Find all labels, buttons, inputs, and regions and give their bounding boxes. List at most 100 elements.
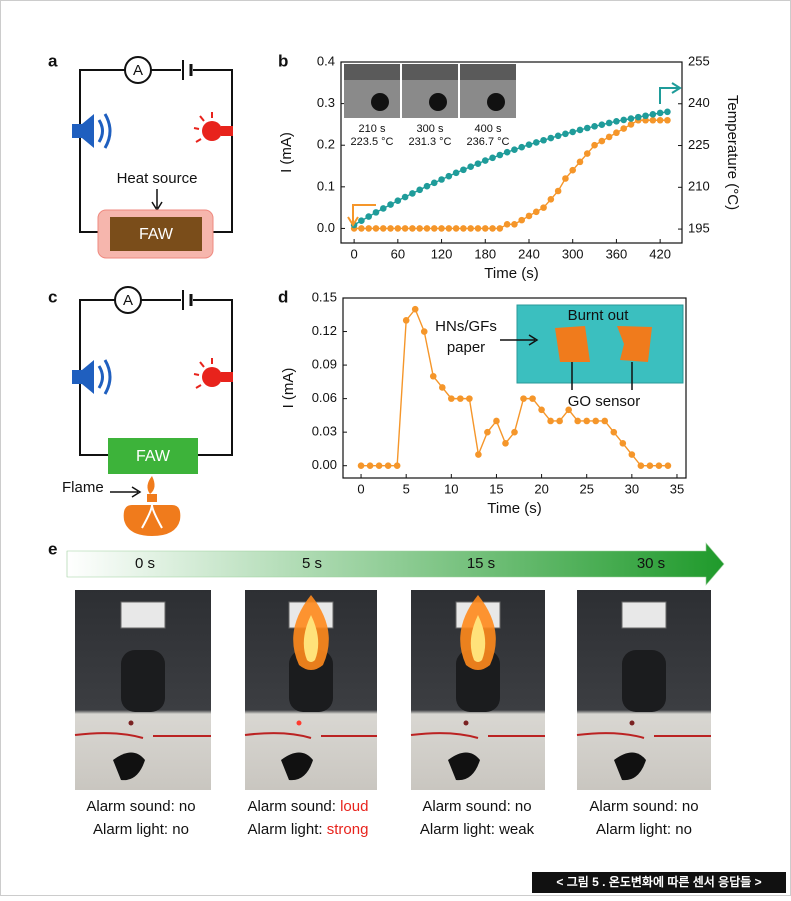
data-point [379, 205, 387, 212]
y-tick-label: 0.1 [317, 178, 335, 193]
annotation: HNs/GFs [435, 318, 497, 335]
data-point [496, 225, 504, 232]
data-point [438, 176, 445, 183]
data-point [569, 166, 577, 174]
caption-value: strong [327, 821, 369, 838]
x-tick-label: 360 [606, 246, 628, 261]
data-point [540, 204, 547, 211]
data-point [475, 451, 482, 458]
wires [410, 732, 545, 739]
data-point [592, 417, 600, 425]
data-point [430, 179, 438, 187]
data-point [503, 220, 511, 228]
caption-value: no [682, 798, 699, 815]
inset-blob [429, 93, 447, 111]
data-point [493, 417, 500, 425]
data-point [466, 395, 473, 402]
inset-time: 300 s [417, 123, 444, 135]
data-point [620, 125, 628, 132]
panel-label: c [48, 287, 57, 306]
caption: Alarm sound: loud [248, 798, 369, 815]
caption: Alarm light: weak [420, 821, 535, 838]
data-point [393, 462, 401, 470]
data-point [538, 406, 545, 414]
x-tick-label: 20 [534, 481, 548, 496]
annotation: GO sensor [568, 393, 641, 410]
data-point [598, 137, 606, 145]
inset-blob [487, 93, 505, 111]
data-point [642, 116, 649, 124]
x-tick-label: 180 [474, 246, 496, 261]
speaker [72, 359, 112, 395]
data-point [411, 305, 419, 313]
x-tick-label: 0 [357, 481, 364, 496]
y-tick-label: 0.15 [312, 289, 337, 304]
data-point [540, 136, 547, 144]
photo [576, 590, 711, 790]
data-point [583, 417, 591, 425]
caption: Alarm light: no [596, 821, 692, 838]
y-axis-label: I (mA) [278, 132, 295, 173]
inset-strip [402, 64, 458, 80]
data-point [529, 395, 536, 402]
data-point [610, 428, 618, 436]
caption: Alarm sound: no [589, 798, 698, 815]
inset-strip [460, 64, 516, 80]
data-point [574, 417, 581, 425]
data-point [576, 126, 584, 134]
data-point [429, 372, 437, 380]
data-point [637, 462, 645, 470]
y-axis-label: I (mA) [280, 368, 297, 409]
buzzer [281, 752, 313, 781]
data-point [467, 163, 474, 171]
data-point [502, 440, 509, 447]
buzzer [614, 752, 646, 781]
x-tick-label: 0 [350, 246, 357, 261]
photo [410, 590, 545, 790]
data-point [619, 440, 627, 447]
data-point [613, 118, 620, 125]
data-point [591, 123, 598, 130]
panel-label: a [48, 51, 58, 70]
data-point [583, 150, 591, 157]
stage-label: 15 s [467, 555, 495, 572]
data-point [569, 128, 577, 136]
annotation-arrow [500, 334, 539, 346]
data-point [518, 216, 526, 224]
data-point [372, 209, 380, 216]
buzzer [113, 752, 145, 781]
data-point [416, 186, 423, 194]
heat-label: Heat source [117, 170, 198, 187]
data-point [489, 154, 496, 162]
data-point [601, 417, 609, 425]
photo [74, 590, 211, 790]
data-point [481, 157, 489, 164]
data-point [664, 116, 671, 124]
y-tick-label: 0.00 [312, 457, 337, 472]
data-point [620, 116, 628, 124]
data-point [655, 462, 663, 470]
y2-axis-label: Temperature (°C) [724, 95, 741, 210]
data-point [460, 166, 467, 174]
data-point [503, 148, 511, 156]
data-point [532, 139, 540, 146]
inset-time: 400 s [475, 123, 502, 135]
photos [74, 590, 711, 790]
data-point [420, 328, 428, 335]
data-point [520, 395, 527, 402]
data-point [634, 113, 642, 121]
y2-tick-label: 240 [688, 95, 710, 110]
x-tick-label: 60 [391, 246, 405, 261]
y-tick-label: 0.3 [317, 95, 335, 110]
caption-value: loud [340, 798, 368, 815]
data-point [401, 225, 409, 232]
data-point [379, 225, 387, 232]
data-point [375, 462, 383, 470]
data-point [365, 225, 372, 232]
x-tick-label: 300 [562, 246, 584, 261]
footer: < 그림 5 . 온도변화에 따른 센서 응답들 > [556, 874, 761, 889]
led [629, 720, 635, 726]
inset-strip [344, 64, 400, 80]
data-point [627, 121, 635, 128]
